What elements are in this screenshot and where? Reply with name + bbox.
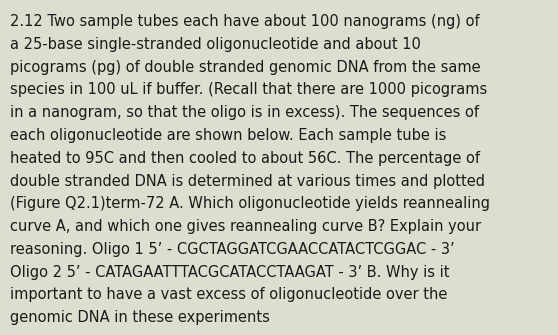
Text: important to have a vast excess of oligonucleotide over the: important to have a vast excess of oligo…	[10, 287, 448, 303]
Text: genomic DNA in these experiments: genomic DNA in these experiments	[10, 310, 270, 325]
Text: curve A, and which one gives reannealing curve B? Explain your: curve A, and which one gives reannealing…	[10, 219, 481, 234]
Text: 2.12 Two sample tubes each have about 100 nanograms (ng) of: 2.12 Two sample tubes each have about 10…	[10, 14, 480, 29]
Text: species in 100 uL if buffer. (Recall that there are 1000 picograms: species in 100 uL if buffer. (Recall tha…	[10, 82, 487, 97]
Text: (Figure Q2.1)term-72 A. Which oligonucleotide yields reannealing: (Figure Q2.1)term-72 A. Which oligonucle…	[10, 196, 490, 211]
Text: double stranded DNA is determined at various times and plotted: double stranded DNA is determined at var…	[10, 174, 485, 189]
Text: picograms (pg) of double stranded genomic DNA from the same: picograms (pg) of double stranded genomi…	[10, 60, 480, 75]
Text: each oligonucleotide are shown below. Each sample tube is: each oligonucleotide are shown below. Ea…	[10, 128, 446, 143]
Text: heated to 95C and then cooled to about 56C. The percentage of: heated to 95C and then cooled to about 5…	[10, 151, 480, 166]
Text: Oligo 2 5’ - CATAGAATTTACGCATACCTAAGAT - 3’ B. Why is it: Oligo 2 5’ - CATAGAATTTACGCATACCTAAGAT -…	[10, 265, 450, 280]
Text: reasoning. Oligo 1 5’ - CGCTAGGATCGAACCATACTCGGAC - 3’: reasoning. Oligo 1 5’ - CGCTAGGATCGAACCA…	[10, 242, 455, 257]
Text: a 25-base single-stranded oligonucleotide and about 10: a 25-base single-stranded oligonucleotid…	[10, 37, 421, 52]
Text: in a nanogram, so that the oligo is in excess). The sequences of: in a nanogram, so that the oligo is in e…	[10, 105, 479, 120]
